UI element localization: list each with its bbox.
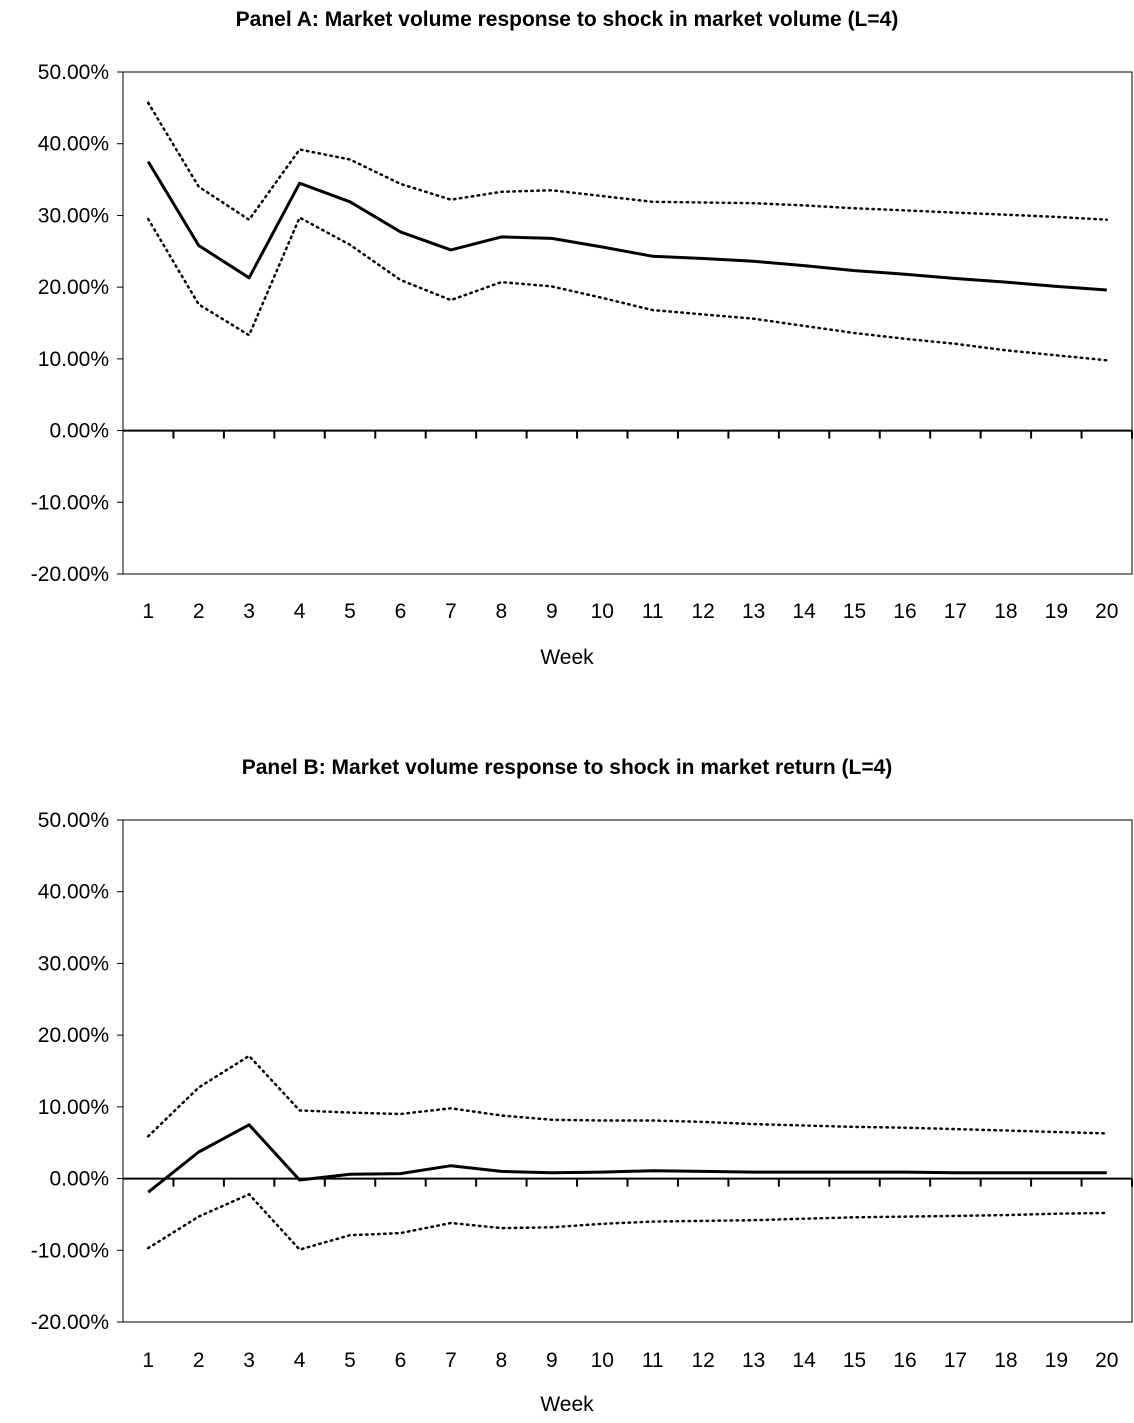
x-tick-label: 17: [944, 600, 967, 623]
x-tick-label: 20: [1095, 600, 1118, 623]
x-tick-label: 18: [994, 1349, 1017, 1372]
y-tick-label: -10.00%: [31, 491, 109, 514]
x-tick-label: 19: [1045, 1349, 1068, 1372]
x-tick-label: 11: [642, 1349, 664, 1372]
y-tick-label: 50.00%: [38, 809, 109, 832]
x-tick-label: 2: [193, 1349, 205, 1372]
response-line: [147, 1123, 1107, 1194]
x-tick-label: 16: [893, 1349, 916, 1372]
plot-area: [122, 71, 1133, 575]
confidence-band-line: [146, 1192, 1109, 1252]
x-tick-label: 6: [395, 600, 407, 623]
x-tick-label: 1: [142, 600, 154, 623]
x-tick-label: 12: [691, 1349, 714, 1372]
plot-area: [122, 819, 1133, 1323]
x-tick-label: 3: [243, 600, 255, 623]
y-tick-label: 10.00%: [38, 348, 109, 371]
x-tick-label: 18: [994, 600, 1017, 623]
y-tick-label: 0.00%: [49, 1168, 109, 1191]
chart-title: Panel B: Market volume response to shock…: [241, 756, 893, 779]
x-tick-label: 3: [243, 1349, 255, 1372]
x-tick-label: 19: [1045, 600, 1068, 623]
y-tick-label: 40.00%: [38, 133, 109, 156]
x-tick-label: 15: [843, 1349, 866, 1372]
x-tick-label: 6: [395, 1349, 407, 1372]
x-tick-label: 9: [546, 600, 558, 623]
y-tick-label: 20.00%: [38, 276, 109, 299]
y-tick-label: 30.00%: [38, 204, 109, 227]
chart-plot-a: 50.00% 40.00% 30.00% 20.00% 10.00% 0.00% -10.0…: [31, 61, 1133, 623]
x-tick-label: 5: [344, 600, 356, 623]
confidence-band-line: [146, 1054, 1109, 1138]
x-tick-label: 15: [843, 600, 866, 623]
y-tick-label: 10.00%: [38, 1096, 109, 1119]
x-axis-label: Week: [540, 1393, 594, 1416]
x-tick-label: 17: [944, 1349, 967, 1372]
x-tick-label: 10: [591, 600, 614, 623]
x-tick-label: 8: [496, 600, 508, 623]
x-tick-label: 1: [142, 1349, 154, 1372]
chart-plot-b: 50.00% 40.00% 30.00% 20.00% 10.00% 0.00% -10.0…: [31, 809, 1133, 1372]
x-tick-label: 2: [193, 600, 205, 623]
response-line: [146, 160, 1107, 292]
x-tick-label: 14: [792, 1349, 816, 1372]
x-tick-label: 14: [792, 600, 816, 623]
x-axis-label: Week: [540, 646, 594, 669]
x-tick-label: 10: [591, 1349, 614, 1372]
x-tick-label: 13: [742, 600, 765, 623]
y-tick-label: -20.00%: [31, 563, 109, 586]
confidence-band-line: [146, 101, 1109, 222]
x-tick-label: 9: [546, 1349, 558, 1372]
y-tick-label: -10.00%: [31, 1239, 109, 1262]
x-tick-label: 7: [445, 600, 457, 623]
y-tick-label: 40.00%: [38, 881, 109, 904]
x-tick-label: 12: [691, 600, 714, 623]
y-tick-label: 50.00%: [38, 61, 109, 84]
y-tick-label: 20.00%: [38, 1024, 109, 1047]
x-tick-label: 11: [642, 600, 664, 623]
y-tick-label: -20.00%: [31, 1311, 109, 1334]
x-tick-label: 13: [742, 1349, 765, 1372]
x-tick-label: 4: [294, 600, 306, 623]
panel-b: Panel B: Market volume response to shock…: [0, 748, 1134, 1423]
x-tick-label: 4: [294, 1349, 306, 1372]
x-tick-label: 20: [1095, 1349, 1118, 1372]
x-tick-label: 16: [893, 600, 916, 623]
confidence-band-line: [146, 215, 1109, 362]
x-tick-label: 7: [445, 1349, 457, 1372]
y-tick-label: 30.00%: [38, 952, 109, 975]
x-tick-label: 8: [496, 1349, 508, 1372]
x-tick-label: 5: [344, 1349, 356, 1372]
y-tick-label: 0.00%: [49, 420, 109, 443]
chart-title: Panel A: Market volume response to shock…: [235, 8, 899, 31]
panel-a: Panel A: Market volume response to shock…: [0, 0, 1134, 700]
